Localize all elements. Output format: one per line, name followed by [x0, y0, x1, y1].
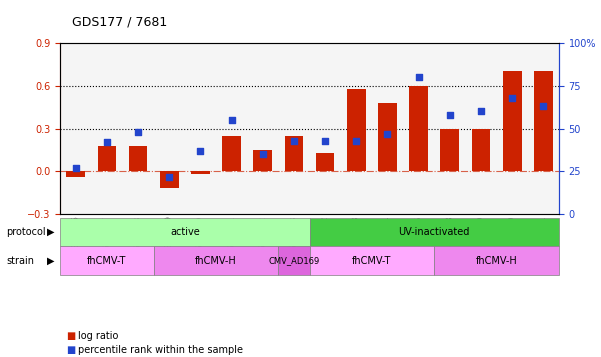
- Point: [227, 117, 236, 123]
- Bar: [222, 136, 241, 171]
- Bar: [316, 153, 335, 171]
- Text: ■: ■: [66, 345, 75, 355]
- Bar: [97, 146, 116, 171]
- Text: percentile rank within the sample: percentile rank within the sample: [78, 345, 243, 355]
- Point: [195, 148, 205, 154]
- Point: [352, 138, 361, 144]
- Bar: [191, 171, 210, 174]
- Point: [445, 112, 454, 118]
- Bar: [503, 71, 522, 171]
- Bar: [160, 171, 178, 188]
- Bar: [129, 146, 147, 171]
- Text: UV-inactivated: UV-inactivated: [398, 227, 470, 237]
- Point: [289, 138, 299, 144]
- Point: [133, 129, 143, 135]
- Bar: [378, 103, 397, 171]
- Bar: [441, 129, 459, 171]
- Bar: [254, 150, 272, 171]
- Point: [476, 109, 486, 114]
- Point: [383, 131, 392, 136]
- Text: strain: strain: [6, 256, 34, 266]
- Bar: [66, 171, 85, 177]
- Point: [71, 165, 81, 171]
- Point: [507, 95, 517, 101]
- Text: CMV_AD169: CMV_AD169: [268, 256, 320, 265]
- Point: [165, 174, 174, 179]
- Point: [414, 74, 424, 80]
- Point: [538, 104, 548, 109]
- Bar: [409, 86, 428, 171]
- Bar: [347, 89, 365, 171]
- Bar: [472, 129, 490, 171]
- Text: active: active: [170, 227, 200, 237]
- Text: fhCMV-H: fhCMV-H: [195, 256, 237, 266]
- Point: [320, 138, 330, 144]
- Bar: [534, 71, 553, 171]
- Text: ▶: ▶: [47, 256, 54, 266]
- Text: fhCMV-H: fhCMV-H: [476, 256, 517, 266]
- Text: protocol: protocol: [6, 227, 46, 237]
- Text: ▶: ▶: [47, 227, 54, 237]
- Text: GDS177 / 7681: GDS177 / 7681: [72, 16, 167, 29]
- Bar: [285, 136, 304, 171]
- Text: log ratio: log ratio: [78, 331, 118, 341]
- Point: [258, 151, 267, 157]
- Text: ■: ■: [66, 331, 75, 341]
- Point: [102, 139, 112, 145]
- Text: fhCMV-T: fhCMV-T: [87, 256, 127, 266]
- Text: fhCMV-T: fhCMV-T: [352, 256, 392, 266]
